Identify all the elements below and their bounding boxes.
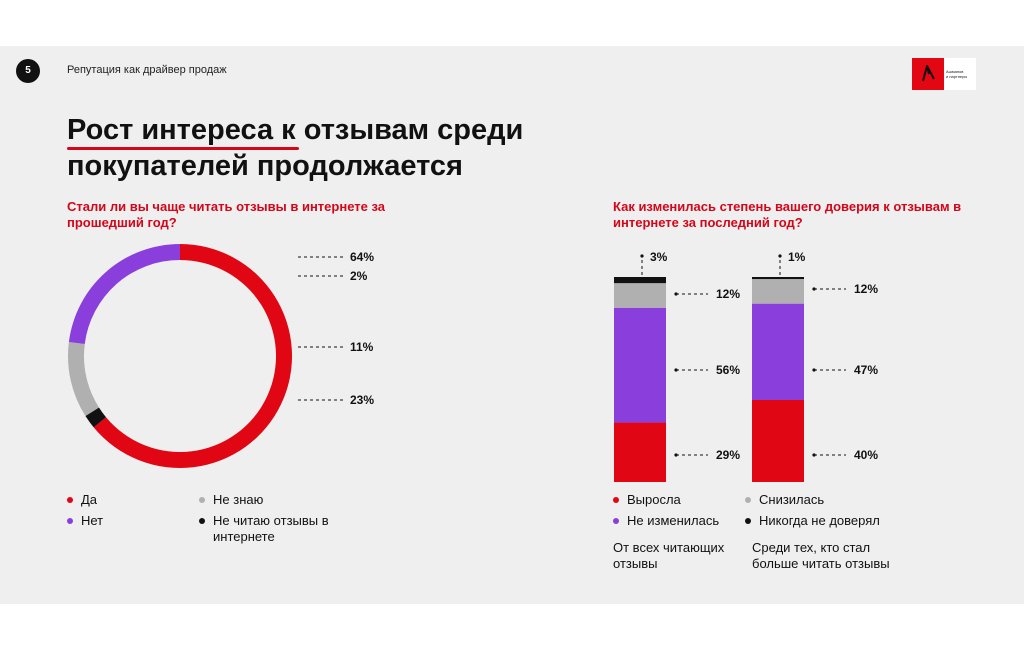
legend-dot [67, 517, 73, 524]
legend-dot [199, 496, 205, 503]
bar-leader-dot [674, 292, 678, 296]
legend-label: Не изменилась [627, 513, 720, 528]
bar-segment [614, 422, 666, 482]
page-title: Рост интереса к отзывам среди покупателе… [67, 112, 523, 184]
legend-dot [199, 517, 205, 524]
legend-dot [67, 496, 73, 503]
company-logo: Ашманов и партнеры [912, 58, 976, 90]
legend-item-da: Да [67, 492, 97, 508]
bar-leader-dot [812, 287, 816, 291]
title-line-2: покупателей продолжается [67, 150, 463, 182]
legend-item-nikogda: Никогда не доверял [745, 513, 880, 529]
legend-item-snizilas: Снизилась [745, 492, 824, 508]
slide-header-text: Репутация как драйвер продаж [67, 64, 227, 76]
legend-label: Выросла [627, 492, 681, 507]
bar-value-label: 12% [716, 287, 740, 301]
donut-value-label: 64% [350, 250, 374, 264]
legend-dot [745, 496, 751, 503]
legend-item-ne-izmenilas: Не изменилась [613, 513, 719, 529]
title-underline [67, 147, 299, 150]
donut-value-label: 23% [350, 393, 374, 407]
legend-label: Да [81, 492, 98, 507]
bar-leader-dot [640, 254, 644, 258]
page-number-badge: 5 [16, 59, 40, 83]
logo-text-line2: и партнеры [946, 74, 968, 79]
slide: 5 Репутация как драйвер продаж Ашманов и… [0, 46, 1024, 604]
donut-value-label: 11% [350, 340, 374, 354]
bar-leader-dot [812, 453, 816, 457]
bar-value-label: 47% [854, 363, 878, 377]
bar-segment [614, 307, 666, 423]
right-question: Как изменилась степень вашего доверия к … [613, 199, 962, 230]
bar-leader-dot [674, 368, 678, 372]
bar-value-label: 3% [650, 250, 668, 264]
bar-leader-dot [674, 453, 678, 457]
legend-item-net: Нет [67, 513, 103, 529]
legend-dot [745, 517, 751, 524]
legend-label: Нет [81, 513, 104, 528]
bar-segment [614, 283, 666, 308]
title-line-1: Рост интереса к отзывам среди [67, 114, 524, 146]
bar-segment [752, 277, 804, 280]
legend-label: Снизилась [759, 492, 825, 507]
bar-leader-dot [778, 254, 782, 258]
bar-segment [752, 400, 804, 482]
bar-value-label: 12% [854, 282, 878, 296]
legend-item-vyrosla: Выросла [613, 492, 681, 508]
donut-slice [68, 244, 180, 344]
donut-slice [68, 341, 99, 417]
bar-segment [752, 279, 804, 304]
bar-segment [614, 277, 666, 284]
donut-slice [93, 244, 292, 469]
bar-value-label: 56% [716, 363, 740, 377]
legend-label: Никогда не доверял [759, 513, 880, 528]
bar-value-label: 40% [854, 448, 878, 462]
bar-segment [752, 303, 804, 400]
legend-item-ne-znayu: Не знаю [199, 492, 263, 508]
legend-label: Не знаю [213, 492, 264, 507]
logo-text-line1: Ашманов [946, 69, 964, 74]
logo-text: Ашманов и партнеры [946, 69, 976, 79]
legend-label: Не читаю отзывы в интернете [213, 513, 329, 544]
bar-caption-more: Среди тех, кто стал больше читать отзывы [752, 540, 890, 571]
donut-slice [85, 407, 107, 428]
bar-leader-dot [812, 368, 816, 372]
bar-value-label: 29% [716, 448, 740, 462]
legend-item-ne-chitayu: Не читаю отзывы в интернете [199, 513, 333, 545]
left-question: Стали ли вы чаще читать отзывы в интерне… [67, 199, 385, 230]
bar-caption-all: От всех читающих отзывы [613, 540, 725, 571]
bar-value-label: 1% [788, 250, 806, 264]
logo-mark-icon [912, 58, 944, 90]
charts-canvas: 64% 2% 11% 23% 29% 56% 12% 40% 47% 12% 3% 1% [68, 244, 878, 482]
legend-dot [613, 517, 619, 524]
legend-dot [613, 496, 619, 503]
donut-value-label: 2% [350, 269, 368, 283]
